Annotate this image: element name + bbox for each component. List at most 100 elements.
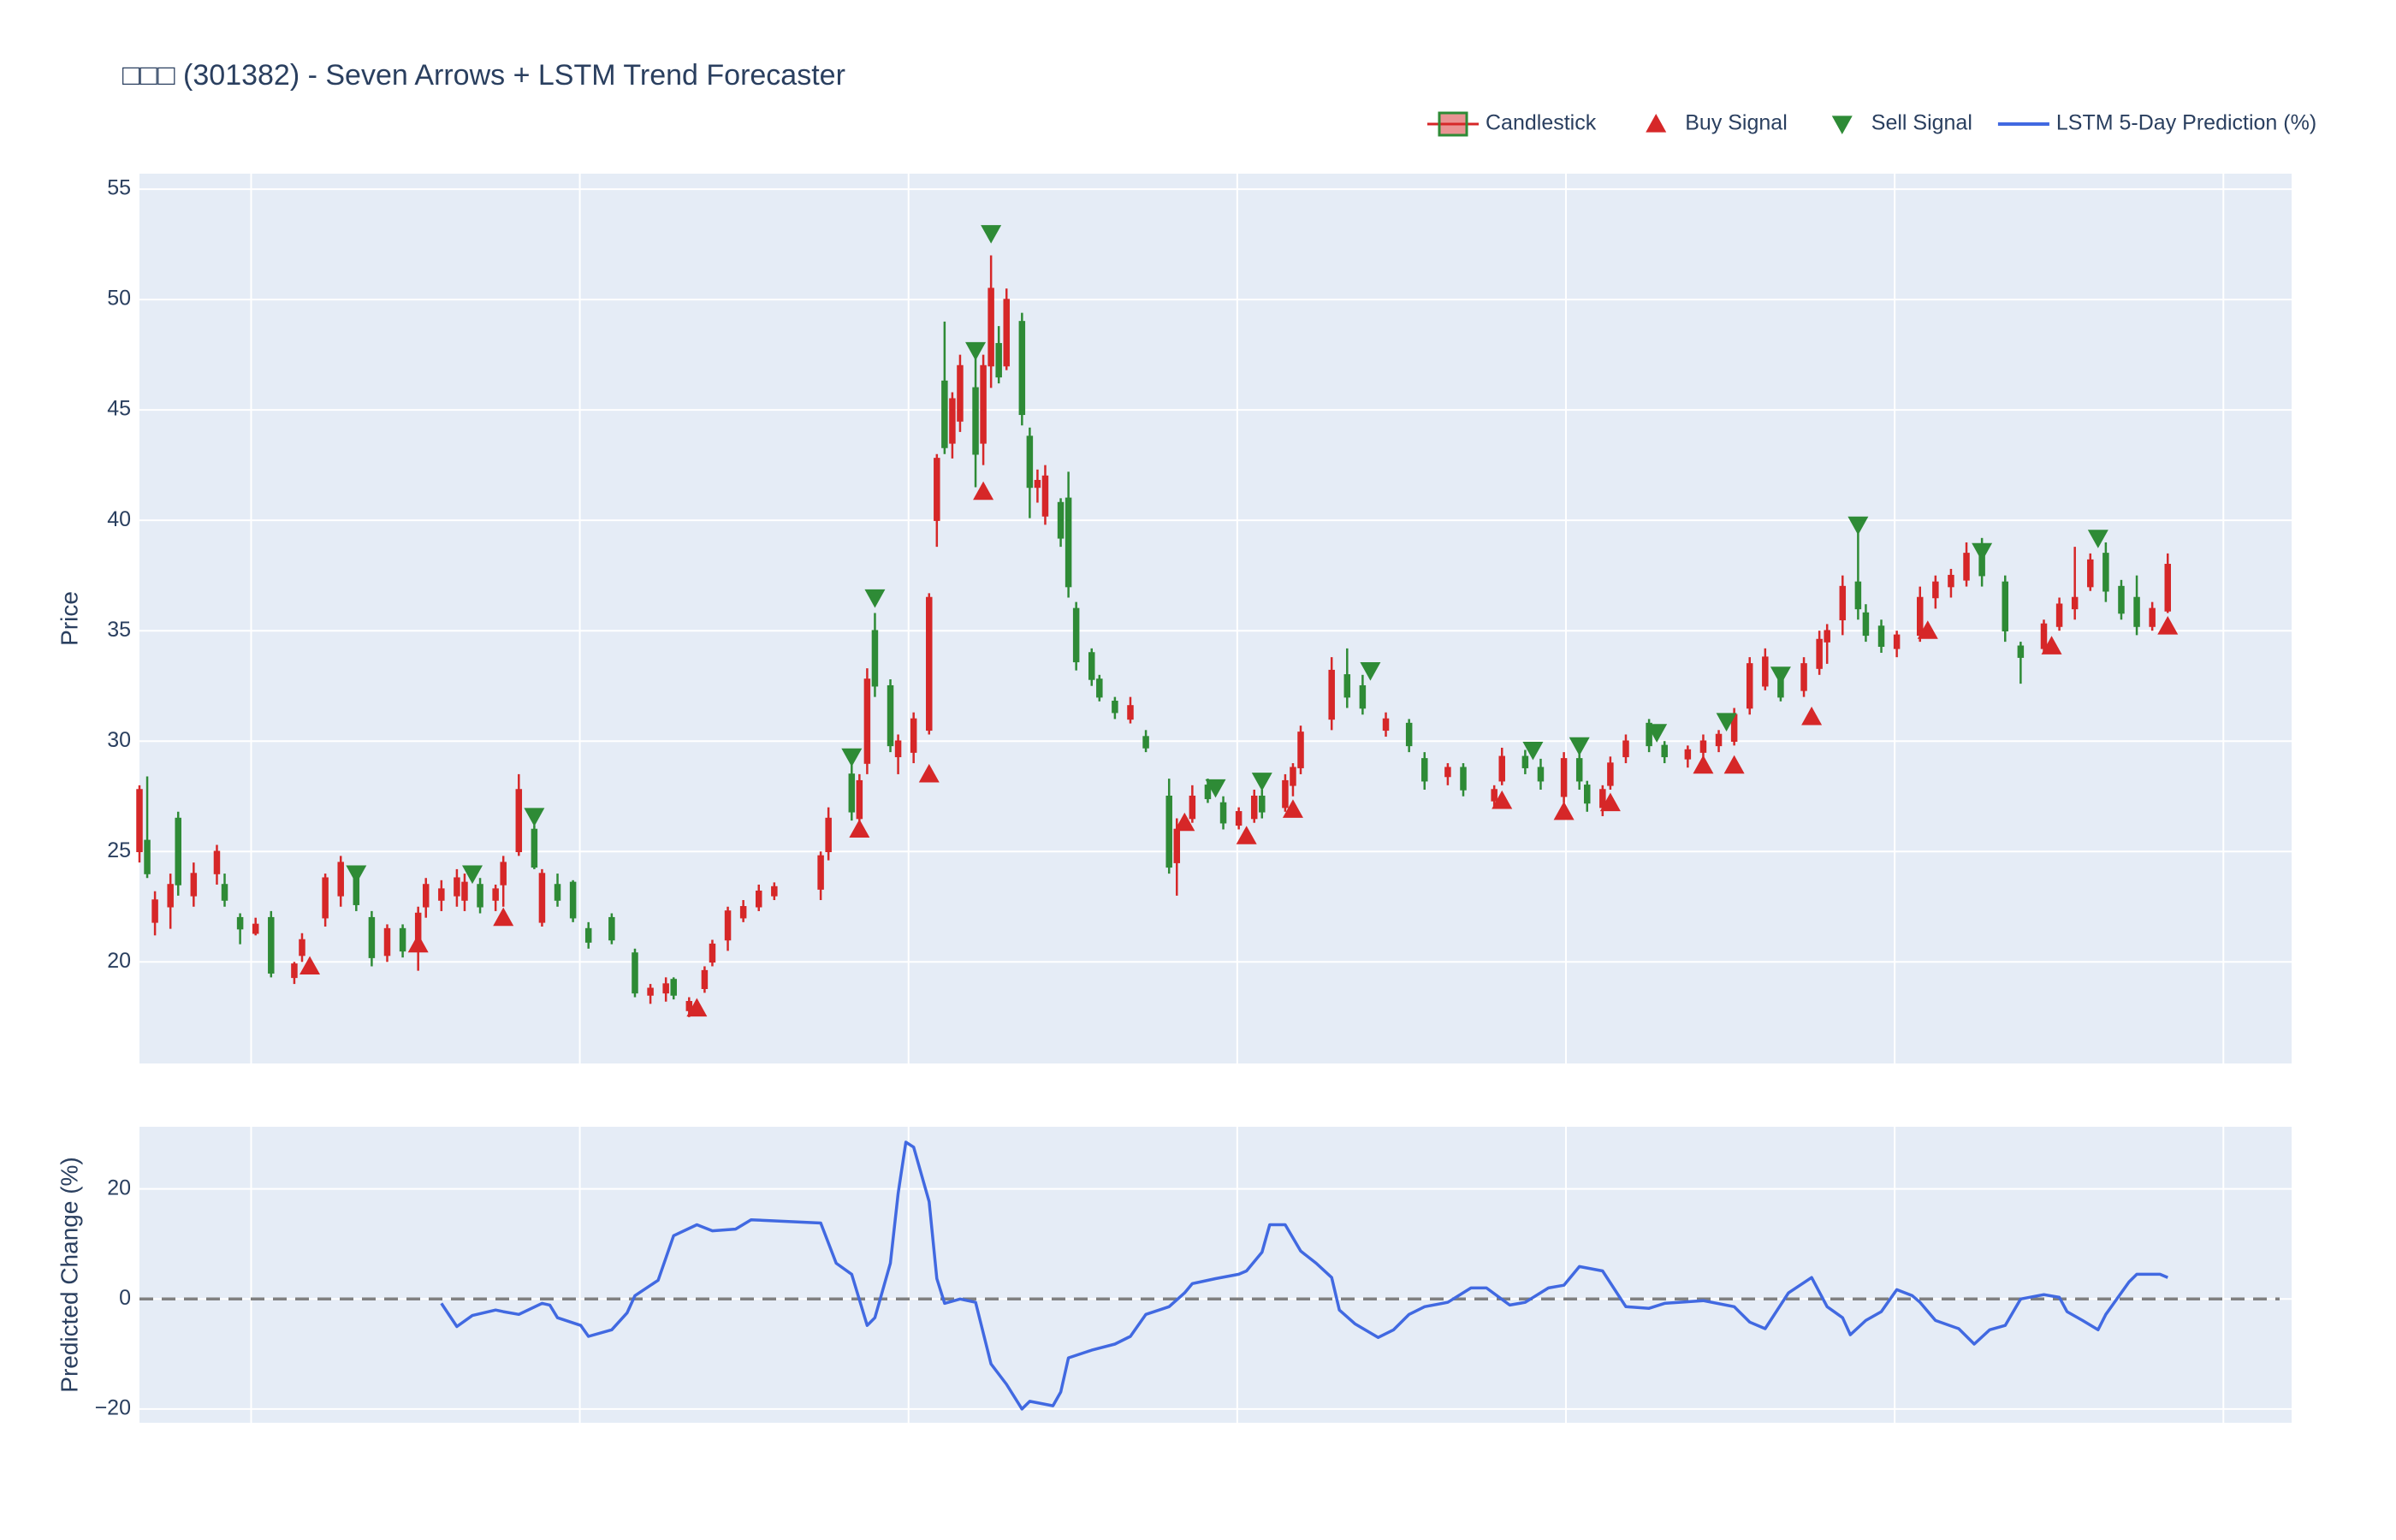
candle-body (724, 910, 732, 941)
chart-title: □□□ (301382) - Seven Arrows + LSTM Trend… (122, 59, 845, 92)
candle-body (1165, 795, 1172, 868)
candle-body (1963, 553, 1970, 581)
candle-body (1560, 758, 1568, 797)
buy-signal (1801, 706, 1823, 726)
prediction-line (440, 1140, 2168, 1411)
candle-body (2149, 607, 2156, 627)
candle-body (1948, 574, 1954, 588)
candle-body (987, 287, 994, 367)
candle-body (2164, 564, 2172, 612)
y-tick-label: −20 (95, 1396, 131, 1420)
candle-body (1282, 779, 1289, 808)
candle-body (2102, 553, 2109, 592)
candle-body (2055, 603, 2063, 627)
buy-signal (918, 763, 940, 783)
candle-body (957, 364, 964, 422)
candle-body (1715, 733, 1723, 747)
candle-body (584, 927, 592, 943)
candle-body (1824, 630, 1830, 643)
candle-body (252, 923, 259, 934)
candle-body (739, 906, 747, 919)
candle-body (1259, 795, 1266, 813)
candle-body (709, 943, 716, 963)
candle-body (399, 927, 406, 952)
plot-area (139, 1127, 2292, 1423)
candle-body (1112, 701, 1118, 714)
candle-body (1189, 795, 1196, 820)
candle-body (1127, 705, 1134, 720)
candle-body (1491, 789, 1498, 802)
candle-body (1003, 299, 1010, 367)
candle-body (1072, 607, 1080, 663)
candle-body (538, 873, 546, 923)
candle-body (755, 890, 762, 908)
candle-body (515, 789, 523, 853)
candle-body (438, 888, 445, 901)
candle-body (1405, 722, 1413, 747)
candle-body (980, 364, 987, 444)
candle-body (871, 630, 879, 687)
buy-signal (2041, 636, 2062, 654)
y-tick-label: 20 (107, 949, 131, 973)
candle-body (2071, 596, 2079, 610)
candle-body (670, 979, 677, 996)
candle-body (454, 877, 460, 897)
candle-body (1421, 758, 1428, 782)
candle-body (268, 916, 275, 974)
candle-body (1026, 435, 1034, 489)
sell-signal (1251, 773, 1272, 791)
candle-body (236, 916, 244, 930)
legend-label: Candlestick (1486, 111, 1597, 135)
candle-body (569, 881, 577, 919)
candle-body (151, 899, 158, 923)
candle-body (1219, 802, 1227, 824)
y-axis-title: Price (56, 591, 82, 646)
candle-body (1018, 321, 1026, 416)
candle-body (817, 855, 824, 890)
sell-signal (2087, 530, 2108, 548)
candle-body (291, 963, 298, 979)
sell-signal (1360, 662, 1381, 681)
buy-signal (1492, 790, 1513, 809)
candle-body (647, 987, 654, 996)
candle-body (771, 886, 778, 897)
sell-signal (1569, 737, 1590, 756)
candle-body (1057, 501, 1065, 539)
candle-body (863, 678, 871, 764)
candle-body (894, 740, 902, 758)
candle-body (2002, 581, 2009, 631)
candle-body (422, 884, 430, 908)
candle-body (1699, 740, 1707, 753)
candle-body (221, 884, 228, 901)
candle-body (934, 458, 940, 521)
y-axis-title: Predicted Change (%) (56, 1157, 82, 1392)
candle-body (1204, 785, 1212, 800)
buy-signal (1917, 620, 1938, 639)
candle-body (1034, 479, 1041, 489)
candle-body (1839, 585, 1847, 621)
candle-body (887, 684, 894, 747)
sell-signal (965, 341, 987, 361)
candle-body (856, 779, 863, 820)
buy-signal (973, 481, 994, 500)
candle-body (1816, 638, 1823, 669)
candle-body (1862, 612, 1870, 637)
candle-body (337, 862, 344, 897)
buy-signal (2157, 616, 2179, 635)
candle-body (1917, 596, 1924, 637)
candle-body (995, 342, 1002, 378)
buy-signal (1599, 792, 1621, 812)
candle-body (1607, 762, 1614, 786)
candle-body (1684, 749, 1692, 760)
candle-body (1893, 634, 1901, 649)
candle-body (825, 817, 832, 853)
candle-body (1290, 767, 1296, 786)
candle-body (1328, 669, 1335, 720)
candle-body (554, 884, 561, 901)
candle-body (492, 888, 499, 901)
buy-signal (686, 998, 708, 1017)
buy-signal (1553, 801, 1575, 820)
y-tick-label: 25 (107, 838, 131, 862)
candle-body (608, 916, 615, 941)
candle-body (190, 873, 198, 897)
